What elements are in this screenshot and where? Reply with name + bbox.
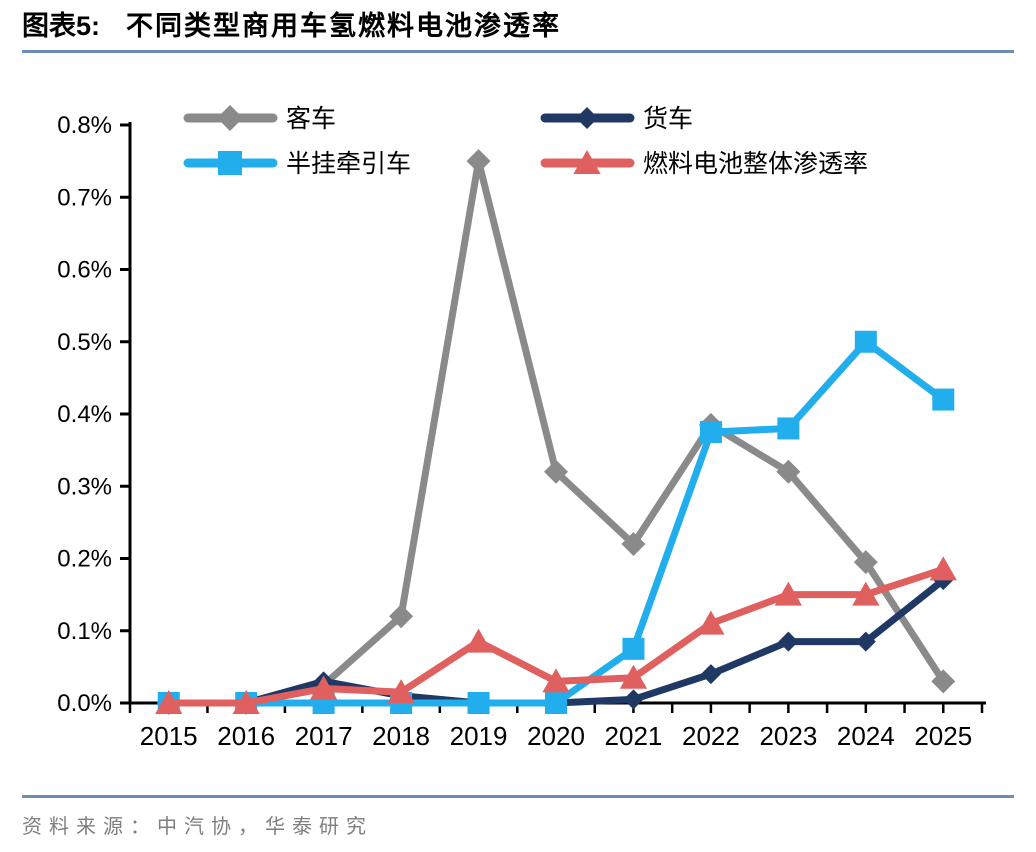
- series-marker-3: [309, 675, 338, 700]
- y-tick-label: 0.6%: [57, 257, 112, 284]
- series-marker-0: [621, 532, 646, 557]
- series-marker-1: [700, 664, 721, 685]
- legend-label: 半挂牵引车: [286, 150, 411, 178]
- series-marker-3: [155, 690, 183, 715]
- series-marker-2: [467, 692, 490, 714]
- series-marker-3: [774, 581, 803, 606]
- series-marker-2: [622, 637, 645, 660]
- y-tick-label: 0.0%: [57, 690, 112, 717]
- series-marker-1: [778, 631, 799, 652]
- series-marker-2: [777, 417, 800, 440]
- y-tick-label: 0.7%: [57, 184, 112, 211]
- figure-header: 图表5: 不同类型商用车氢燃料电池渗透率: [22, 8, 1014, 44]
- y-tick-label: 0.2%: [57, 546, 112, 573]
- series-line-2: [165, 338, 947, 707]
- legend-swatch-marker: [218, 151, 242, 175]
- series-marker-3: [387, 679, 415, 704]
- series-marker-0: [466, 149, 491, 174]
- series-marker-3: [464, 628, 493, 653]
- source-note: 资料来源：中汽协，华泰研究: [22, 816, 373, 838]
- series-marker-0: [776, 459, 801, 484]
- y-tick-label: 0.4%: [57, 401, 112, 428]
- x-tick-label: 2022: [682, 721, 740, 751]
- figure-label: 图表5:: [22, 11, 101, 41]
- legend-swatch-marker: [576, 107, 598, 129]
- series-marker-0: [389, 604, 414, 629]
- series-marker-3: [232, 690, 260, 715]
- series-marker-0: [853, 550, 878, 575]
- series-marker-0: [931, 669, 956, 694]
- legend-swatch-marker: [217, 105, 243, 131]
- x-tick-label: 2021: [605, 721, 663, 751]
- series-marker-2: [699, 421, 722, 444]
- series-marker-3: [619, 664, 648, 689]
- figure-title: 不同类型商用车氢燃料电池渗透率: [126, 11, 562, 41]
- series-marker-3: [852, 581, 880, 606]
- series-marker-3: [542, 668, 570, 693]
- legend-label: 燃料电池整体渗透率: [643, 150, 868, 178]
- x-tick-label: 2019: [450, 721, 508, 751]
- x-tick-label: 2024: [837, 721, 895, 751]
- series-marker-2: [854, 330, 877, 353]
- legend-swatch-marker: [573, 150, 601, 175]
- x-tick-label: 2017: [295, 721, 353, 751]
- x-tick-label: 2020: [527, 721, 585, 751]
- legend-label: 客车: [286, 105, 336, 133]
- legend-label: 货车: [643, 105, 693, 133]
- series-marker-1: [623, 689, 644, 710]
- y-tick-label: 0.8%: [57, 112, 112, 139]
- y-tick-label: 0.1%: [57, 618, 112, 645]
- x-tick-label: 2018: [372, 721, 430, 751]
- y-tick-label: 0.3%: [57, 473, 112, 500]
- series-marker-3: [697, 610, 725, 635]
- series-marker-2: [545, 692, 567, 714]
- x-tick-label: 2016: [217, 721, 275, 751]
- series-marker-1: [855, 631, 876, 652]
- footer-rule: [22, 795, 1014, 798]
- x-tick-label: 2015: [140, 721, 198, 751]
- y-tick-label: 0.5%: [57, 329, 112, 356]
- series-marker-2: [932, 388, 955, 411]
- series-marker-0: [544, 459, 568, 484]
- series-line-0: [165, 157, 947, 707]
- x-tick-label: 2025: [914, 721, 972, 751]
- title-rule: [22, 50, 1014, 53]
- x-tick-label: 2023: [759, 721, 817, 751]
- series-marker-3: [929, 556, 957, 581]
